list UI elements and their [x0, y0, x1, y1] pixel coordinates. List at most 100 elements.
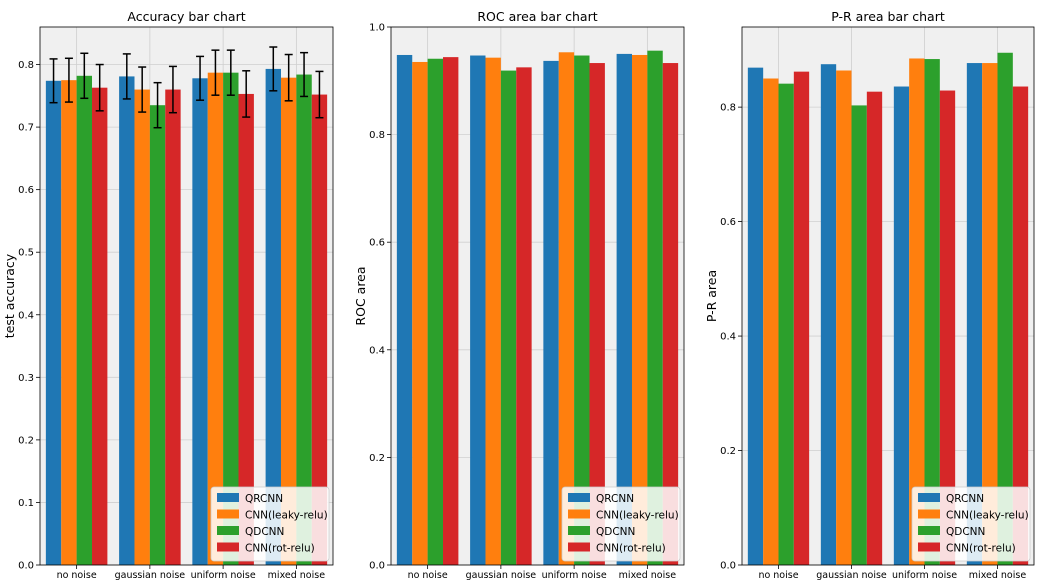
roc-axes-frame [390, 26, 685, 566]
accuracy-chart-title: Accuracy bar chart [127, 9, 245, 24]
accuracy-y-tick-label: 0.1 [18, 498, 34, 509]
roc-bar [662, 63, 679, 566]
accuracy-chart-panel: 0.0 0.1 0.2 0.3 0.4 0.5 0.6 0.7 0.8 no noise gauss… [2, 9, 334, 581]
accuracy-legend-frame [210, 486, 330, 562]
pr-bar [982, 63, 998, 566]
pr-bar [924, 59, 940, 566]
pr-bar [909, 58, 925, 565]
accuracy-bar [134, 89, 150, 565]
roc-legend-label: QRCNN [596, 493, 634, 505]
pr-y-tick-label: 0.2 [720, 446, 736, 457]
pr-y-axis-label: P-R area [704, 270, 719, 322]
accuracy-legend: QRCNN CNN(leaky-relu) QDCNN CNN(rot-relu) [210, 486, 330, 562]
accuracy-y-tick-label: 0.2 [18, 435, 34, 446]
accuracy-axes-frame [39, 26, 334, 566]
accuracy-bar [238, 93, 254, 566]
roc-y-tick-label: 0.2 [369, 453, 385, 464]
pr-area-chart-panel: 0.0 0.2 0.4 0.6 0.8 no noise gaussian noise uni… [704, 9, 1035, 581]
roc-legend-swatch [568, 542, 590, 552]
accuracy-x-tick-label: no noise [57, 570, 97, 581]
roc-area-chart-panel: 0.0 0.2 0.4 0.6 0.8 1.0 no noise gaussian noise… [353, 9, 685, 581]
roc-legend-label: QDCNN [596, 526, 635, 538]
pr-bar [851, 105, 867, 565]
accuracy-y-tick-label: 0.4 [18, 310, 34, 321]
roc-legend-swatch [568, 526, 590, 535]
accuracy-legend-swatch [217, 542, 239, 552]
roc-y-axis-label: ROC area [353, 266, 368, 325]
pr-y-tick-label: 0.4 [720, 332, 736, 343]
roc-y-tick-label: 0.8 [369, 130, 385, 141]
roc-legend-swatch [568, 493, 590, 502]
roc-legend-frame [561, 486, 681, 562]
pr-legend-swatch [918, 493, 940, 502]
pr-y-tick-label: 0.0 [720, 561, 736, 572]
pr-y-tick-label: 0.6 [720, 217, 736, 228]
accuracy-legend-label: CNN(leaky-relu) [245, 510, 328, 522]
accuracy-bar [45, 80, 62, 566]
pr-legend-frame [911, 486, 1031, 562]
roc-bar [543, 60, 559, 565]
accuracy-y-tick-label: 0.8 [18, 60, 34, 71]
pr-bar [1012, 86, 1029, 565]
roc-y-tick-label: 0.0 [369, 561, 385, 572]
roc-x-tick-label: no noise [408, 570, 448, 581]
accuracy-legend-swatch [217, 493, 239, 502]
accuracy-y-axis-label: test accuracy [2, 253, 17, 338]
pr-bar [747, 67, 764, 565]
pr-bar [763, 78, 779, 566]
accuracy-bar [165, 89, 181, 565]
accuracy-y-tick-label: 0.6 [18, 185, 34, 196]
roc-legend-swatch [568, 509, 590, 519]
roc-legend-label: CNN(leaky-relu) [596, 510, 679, 522]
pr-legend-swatch [918, 542, 940, 552]
accuracy-legend-swatch [217, 509, 239, 519]
accuracy-bar [92, 87, 108, 565]
pr-legend-label: CNN(leaky-relu) [946, 510, 1029, 522]
roc-legend-label: CNN(rot-relu) [596, 543, 666, 555]
roc-chart-title: ROC area bar chart [477, 9, 597, 24]
roc-bar [485, 57, 501, 565]
pr-y-tick-label: 0.8 [720, 103, 736, 114]
accuracy-legend-swatch [217, 526, 239, 535]
roc-bar [516, 67, 532, 565]
accuracy-x-tick-label: uniform noise [191, 570, 256, 581]
accuracy-bar [192, 78, 208, 566]
roc-y-tick-label: 0.6 [369, 238, 385, 249]
accuracy-bar [311, 94, 328, 565]
roc-y-tick-label: 1.0 [369, 23, 385, 34]
pr-bar [793, 71, 810, 566]
accuracy-bar [280, 77, 297, 566]
accuracy-bar [207, 72, 224, 565]
accuracy-bar [296, 74, 312, 565]
accuracy-x-tick-label: mixed noise [268, 570, 326, 581]
pr-x-tick-label: gaussian noise [816, 570, 887, 581]
pr-bar [820, 64, 837, 566]
pr-x-tick-label: uniform noise [892, 570, 957, 581]
pr-bar [939, 90, 956, 565]
pr-legend-swatch [918, 526, 940, 535]
accuracy-y-tick-label: 0.0 [18, 561, 34, 572]
pr-bar [966, 63, 983, 566]
roc-bar [589, 63, 605, 566]
pr-legend-swatch [918, 509, 940, 519]
pr-legend: QRCNN CNN(leaky-relu) QDCNN CNN(rot-relu) [911, 486, 1031, 562]
roc-bar [647, 50, 663, 566]
roc-x-tick-label: mixed noise [619, 570, 677, 581]
accuracy-bar [149, 105, 166, 565]
roc-x-tick-label: gaussian noise [466, 570, 537, 581]
accuracy-y-tick-label: 0.7 [18, 123, 34, 134]
roc-bar [470, 55, 486, 565]
accuracy-legend-label: QDCNN [245, 526, 284, 538]
accuracy-bar [119, 76, 135, 565]
roc-bar [574, 55, 590, 565]
accuracy-bar [61, 80, 77, 566]
pr-x-tick-label: mixed noise [969, 570, 1027, 581]
pr-bar [893, 86, 910, 565]
roc-legend: QRCNN CNN(leaky-relu) QDCNN CNN(rot-relu) [561, 486, 681, 562]
accuracy-legend-label: QRCNN [245, 493, 283, 505]
accuracy-bar [265, 68, 281, 566]
roc-y-tick-label: 0.4 [369, 345, 385, 356]
roc-bar [558, 52, 575, 565]
accuracy-x-tick-label: gaussian noise [115, 570, 186, 581]
